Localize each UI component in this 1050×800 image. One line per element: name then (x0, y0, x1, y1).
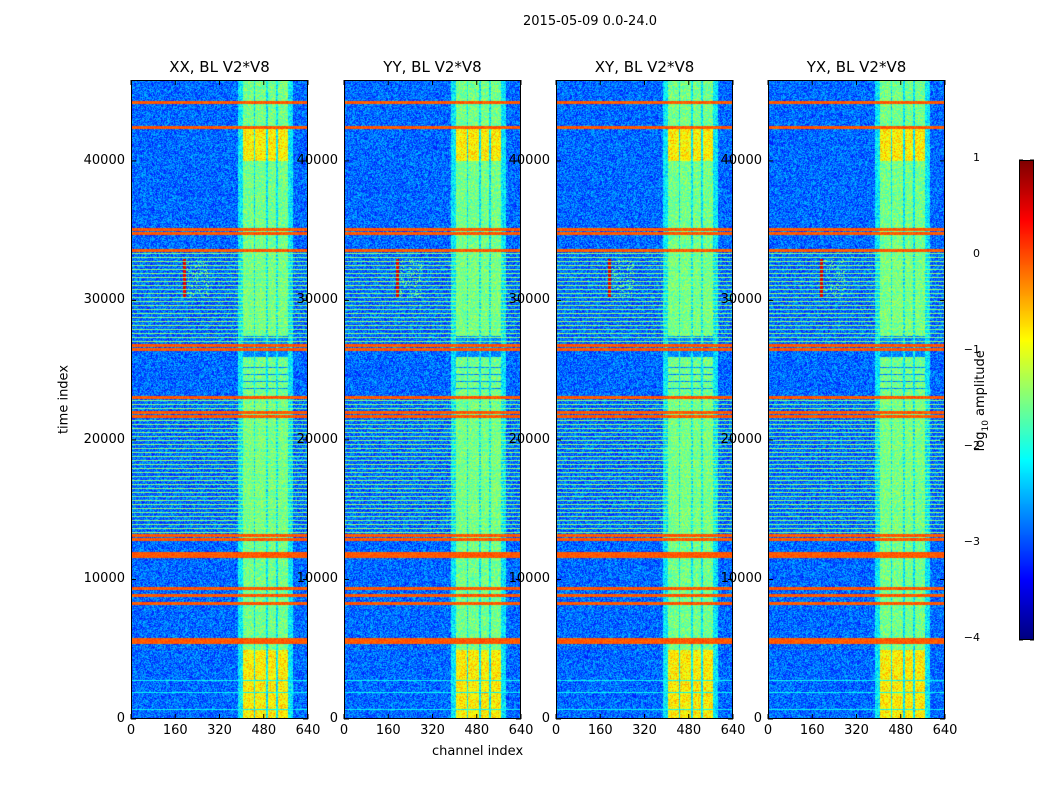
y-tick-label: 10000 (83, 571, 125, 587)
y-tick-label: 10000 (720, 571, 762, 587)
x-tick-label: 320 (207, 723, 232, 738)
x-tick-label: 320 (420, 723, 445, 738)
y-tick-label: 30000 (83, 292, 125, 308)
x-tick-label: 0 (339, 723, 349, 738)
heatmap-yx (768, 80, 945, 719)
y-tick-label: 40000 (508, 152, 550, 168)
y-tick-label: 20000 (720, 431, 762, 447)
y-tick-label: 40000 (296, 152, 338, 168)
x-tick-label: 160 (375, 723, 401, 738)
y-tick-label: 40000 (720, 152, 762, 168)
colorbar-tick-label: −4 (963, 631, 980, 644)
y-tick-label: 20000 (83, 431, 125, 447)
x-tick-label: 480 (676, 723, 702, 738)
panel-title-xx: XX, BL V2*V8 (169, 58, 270, 76)
y-tick-label: 20000 (508, 431, 550, 447)
panel-title-xy: XY, BL V2*V8 (594, 58, 695, 76)
heatmap-yy (344, 80, 521, 719)
x-axis-label: channel index (432, 744, 524, 759)
y-tick-label: 10000 (296, 571, 338, 587)
y-tick-label: 30000 (296, 292, 338, 308)
x-tick-label: 640 (932, 723, 958, 738)
y-tick-label: 30000 (720, 292, 762, 308)
x-tick-label: 640 (508, 723, 534, 738)
y-tick-label: 0 (329, 711, 338, 726)
figure-title: 2015-05-09 0.0-24.0 (523, 14, 657, 29)
y-tick-label: 40000 (83, 152, 125, 168)
x-tick-label: 160 (587, 723, 613, 738)
heatmap-xx (131, 80, 308, 719)
x-tick-label: 320 (844, 723, 869, 738)
x-tick-label: 0 (126, 723, 136, 738)
x-tick-label: 480 (251, 723, 277, 738)
colorbar (1019, 160, 1034, 640)
x-tick-label: 320 (632, 723, 657, 738)
x-tick-label: 640 (295, 723, 321, 738)
x-tick-label: 480 (888, 723, 914, 738)
x-tick-label: 160 (799, 723, 825, 738)
y-axis-label: time index (56, 364, 72, 435)
y-tick-label: 30000 (508, 292, 550, 308)
colorbar-tick-label: −3 (963, 535, 980, 548)
x-tick-label: 0 (551, 723, 561, 738)
panel-title-yx: YX, BL V2*V8 (806, 58, 907, 76)
x-tick-label: 480 (464, 723, 490, 738)
panel-title-yy: YY, BL V2*V8 (383, 58, 482, 76)
colorbar-tick-label: 0 (973, 247, 980, 260)
y-tick-label: 10000 (508, 571, 550, 587)
colorbar-tick-label: −2 (963, 439, 980, 452)
y-tick-label: 20000 (296, 431, 338, 447)
x-tick-label: 0 (763, 723, 773, 738)
y-tick-label: 0 (753, 711, 762, 726)
y-tick-label: 0 (541, 711, 550, 726)
y-tick-label: 0 (116, 711, 125, 726)
colorbar-tick-label: 1 (973, 151, 980, 164)
colorbar-tick-label: −1 (963, 343, 980, 356)
x-tick-label: 160 (162, 723, 188, 738)
x-tick-label: 640 (720, 723, 746, 738)
heatmap-xy (556, 80, 733, 719)
